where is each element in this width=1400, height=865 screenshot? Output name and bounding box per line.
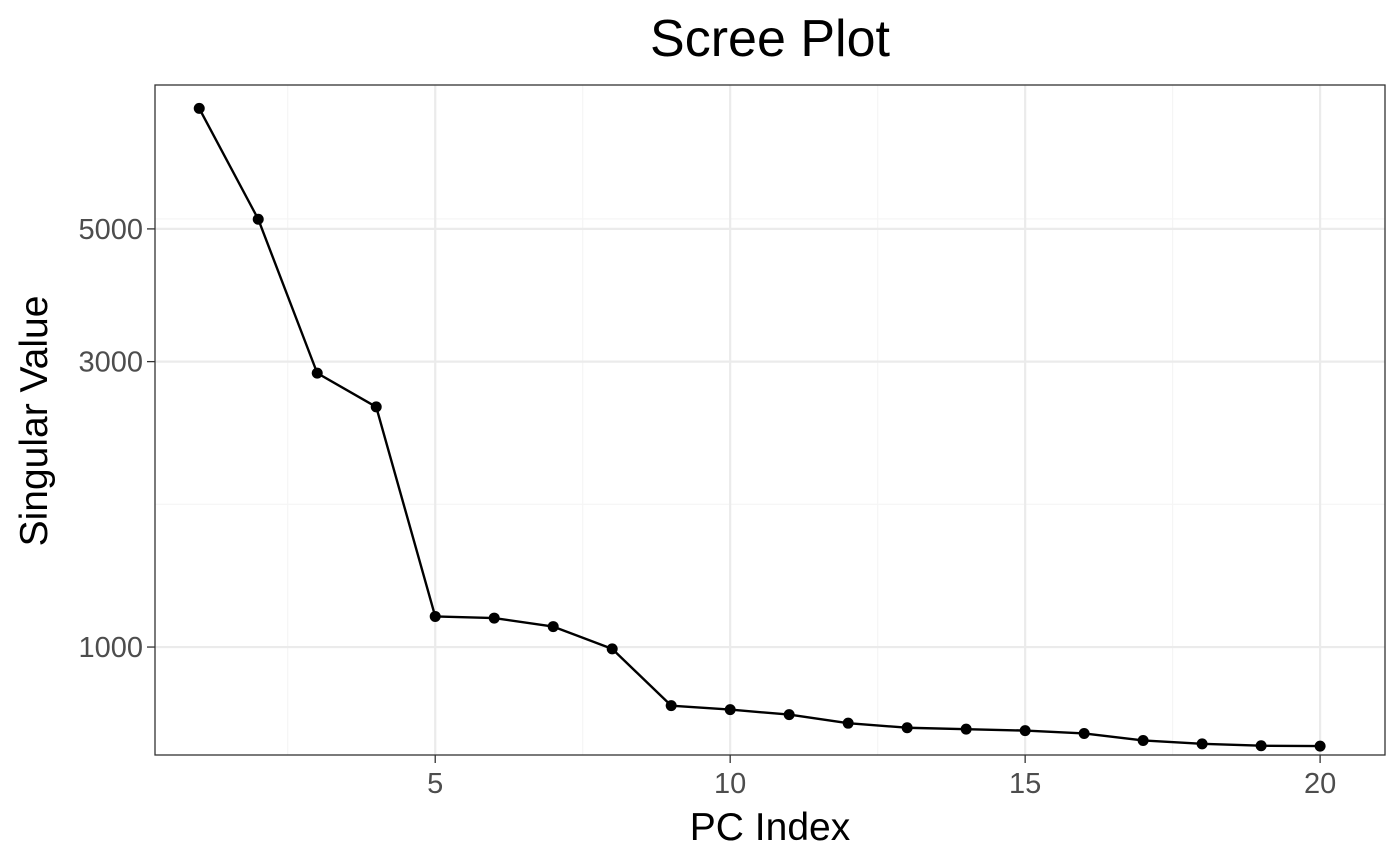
x-tick-label: 20 <box>1304 768 1336 800</box>
y-tick-label: 1000 <box>78 632 143 664</box>
data-point <box>429 610 441 622</box>
chart-title: Scree Plot <box>650 10 890 68</box>
data-point <box>960 723 972 735</box>
data-point <box>606 643 618 655</box>
data-point <box>783 709 795 721</box>
data-points <box>193 102 1326 752</box>
data-point <box>1196 738 1208 750</box>
data-point <box>252 213 264 225</box>
data-point <box>1078 727 1090 739</box>
data-point <box>842 717 854 729</box>
axes: 5 10 15 20 1000 3000 5000 <box>78 214 1336 800</box>
data-point <box>370 401 382 413</box>
x-tick-label: 10 <box>714 768 746 800</box>
x-axis-title: PC Index <box>690 806 851 849</box>
data-point <box>1019 725 1031 737</box>
data-point <box>193 102 205 114</box>
y-tick-label: 3000 <box>78 347 143 379</box>
grid-lines <box>155 85 1385 755</box>
series-line <box>198 107 1321 748</box>
data-point <box>1255 740 1267 752</box>
data-point <box>311 367 323 379</box>
data-point <box>1137 734 1149 746</box>
data-point <box>1314 740 1326 752</box>
y-axis-title: Singular Value <box>13 296 56 547</box>
data-series <box>198 107 1321 748</box>
data-point <box>724 704 736 716</box>
x-tick-label: 15 <box>1009 768 1041 800</box>
data-point <box>488 612 500 624</box>
y-tick-label: 5000 <box>78 214 143 246</box>
data-point <box>901 722 913 734</box>
data-point <box>665 700 677 712</box>
plot-panel-border <box>154 84 1386 756</box>
data-point <box>547 621 559 633</box>
x-tick-label: 5 <box>427 768 443 800</box>
